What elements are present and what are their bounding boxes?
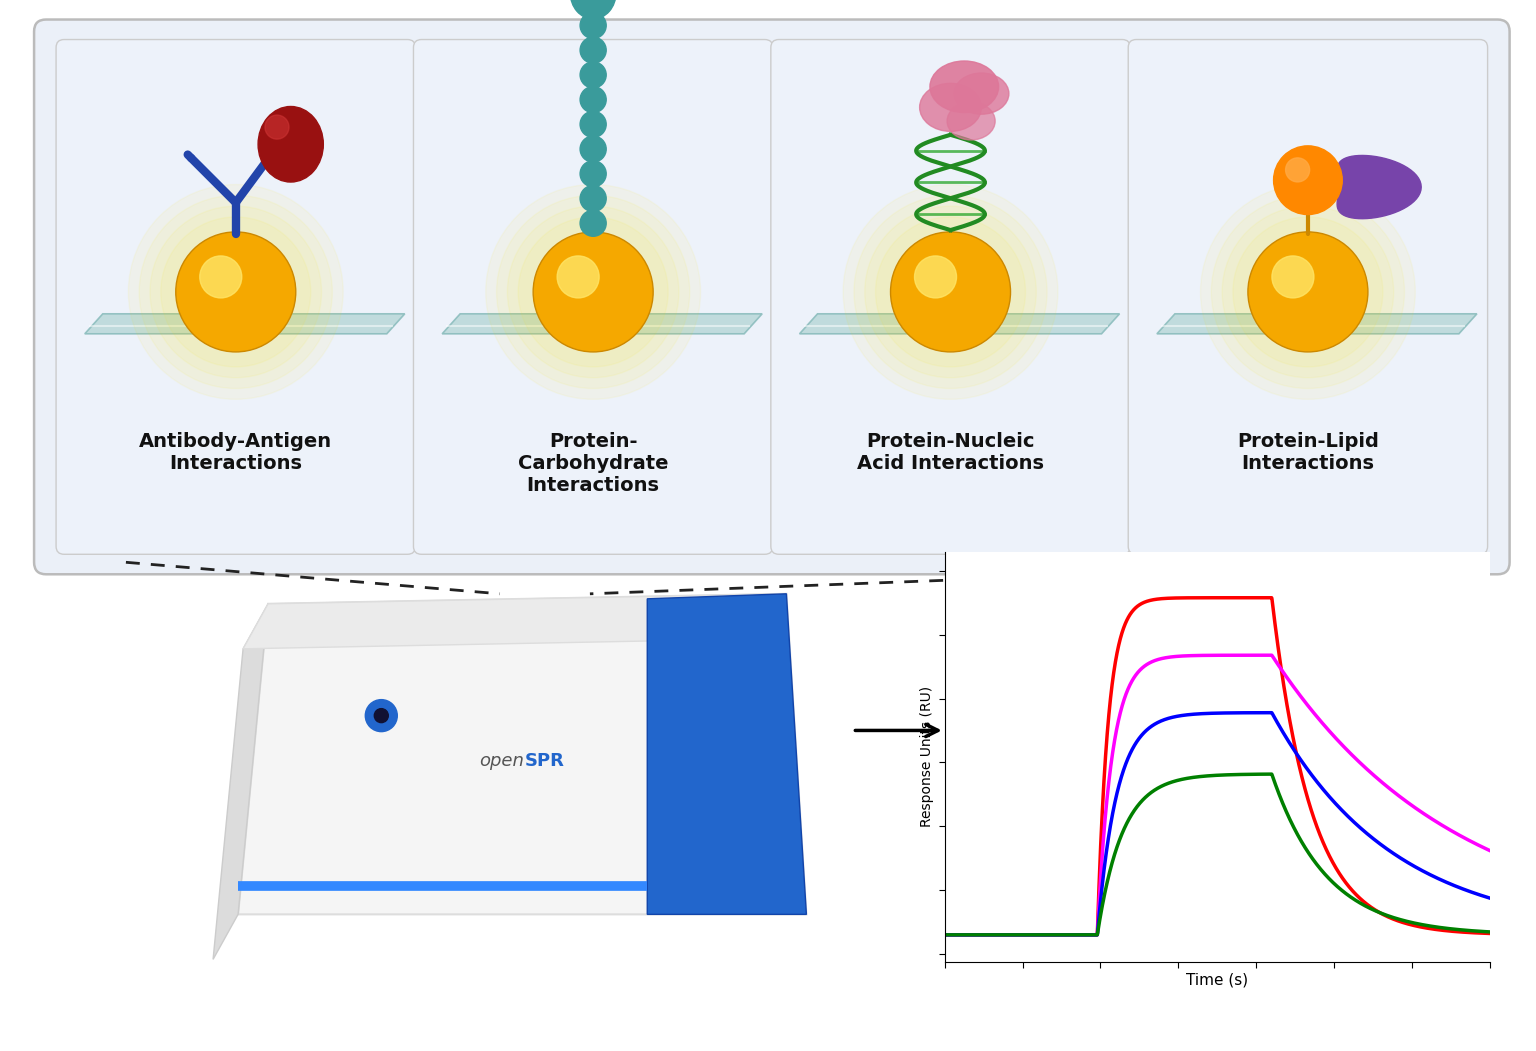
Circle shape [581,13,607,39]
X-axis label: Time (s): Time (s) [1186,973,1249,988]
Circle shape [1233,217,1382,367]
Circle shape [375,708,389,723]
Polygon shape [800,314,1120,334]
Circle shape [175,232,296,352]
Text: Protein-
Carbohydrate
Interactions: Protein- Carbohydrate Interactions [518,432,668,495]
Circle shape [581,185,607,211]
FancyBboxPatch shape [57,40,415,554]
Text: Antibody-Antigen
Interactions: Antibody-Antigen Interactions [140,432,332,473]
Ellipse shape [264,115,289,139]
Circle shape [129,185,343,399]
Circle shape [581,62,607,88]
Polygon shape [442,314,762,334]
Polygon shape [1157,314,1478,334]
Circle shape [581,210,607,236]
Circle shape [496,195,690,389]
Circle shape [1223,206,1393,377]
Circle shape [140,195,332,389]
Polygon shape [238,594,806,914]
Circle shape [1247,232,1369,352]
Circle shape [533,232,653,352]
Polygon shape [214,604,269,960]
Circle shape [1201,185,1415,399]
Circle shape [161,217,310,367]
Ellipse shape [954,73,1009,115]
Text: open: open [479,751,524,769]
Ellipse shape [948,102,995,140]
Circle shape [854,195,1048,389]
Circle shape [1273,146,1342,214]
Text: Protein-Nucleic
Acid Interactions: Protein-Nucleic Acid Interactions [857,432,1044,473]
Circle shape [891,232,1011,352]
Ellipse shape [258,106,324,182]
Circle shape [865,206,1037,377]
Circle shape [581,136,607,162]
Text: SPR: SPR [524,751,564,769]
Polygon shape [84,314,406,334]
FancyBboxPatch shape [34,20,1510,574]
Text: Protein-Lipid
Interactions: Protein-Lipid Interactions [1236,432,1379,473]
FancyBboxPatch shape [771,40,1130,554]
Circle shape [581,161,607,187]
Polygon shape [647,594,806,914]
Y-axis label: Response Units (RU): Response Units (RU) [920,686,934,827]
Circle shape [200,256,241,297]
Ellipse shape [920,83,982,131]
Circle shape [485,185,700,399]
Circle shape [507,206,679,377]
Circle shape [581,86,607,112]
Polygon shape [1338,156,1421,219]
Circle shape [518,217,668,367]
Ellipse shape [929,61,998,112]
Circle shape [366,700,398,731]
Circle shape [1212,195,1404,389]
Circle shape [876,217,1026,367]
Circle shape [581,111,607,138]
Circle shape [581,37,607,63]
Polygon shape [243,594,786,648]
Circle shape [151,206,321,377]
FancyBboxPatch shape [413,40,773,554]
Circle shape [843,185,1058,399]
Circle shape [1272,256,1313,297]
Circle shape [558,256,599,297]
Circle shape [914,256,957,297]
Ellipse shape [570,0,616,19]
Circle shape [1286,158,1310,182]
FancyBboxPatch shape [1129,40,1487,554]
